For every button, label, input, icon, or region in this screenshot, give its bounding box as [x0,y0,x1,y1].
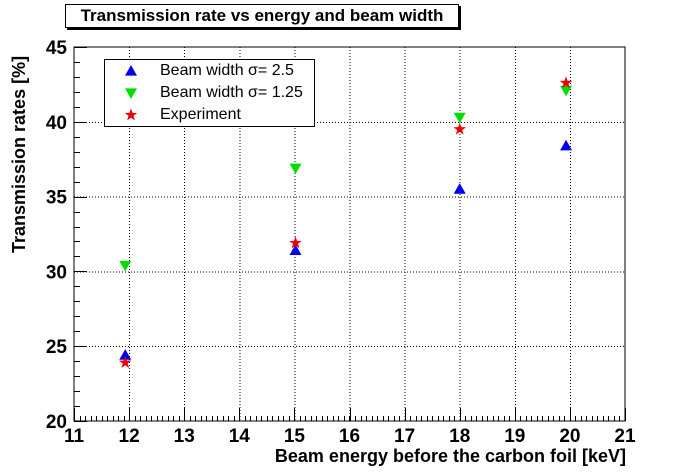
legend-marker-beam-width-1.25 [125,88,137,99]
legend-marker-beam-width-2.5 [125,65,137,76]
data-point-experiment [559,76,573,89]
x-tick-label: 15 [284,426,306,447]
x-tick-label: 16 [339,426,360,447]
x-axis-title: Beam energy before the carbon foil [keV] [274,446,626,466]
y-tick-label: 35 [46,188,68,209]
x-tick-label: 14 [229,426,251,447]
data-point-beam-width-2.5 [119,349,132,360]
legend-label: Experiment [160,105,241,123]
x-tick-label: 12 [119,426,140,447]
chart-title: Transmission rate vs energy and beam wid… [80,6,444,25]
x-tick-label: 21 [614,426,636,447]
data-point-beam-width-1.25 [119,260,132,272]
x-tick-label: 11 [64,426,85,447]
data-point-experiment [453,122,466,135]
y-tick-label: 45 [46,38,68,59]
y-tick-label: 20 [46,412,67,433]
data-point-experiment [118,356,132,368]
triangle-up-icon [123,63,139,79]
data-point-beam-width-1.25 [289,163,302,175]
x-tick-label: 17 [394,426,415,447]
data-point-beam-width-2.5 [560,139,573,151]
triangle-down-icon [123,85,139,101]
chart-title-box: Transmission rate vs energy and beam wid… [65,4,459,28]
y-tick-label: 40 [46,113,67,134]
legend-entry-experiment: Experiment [105,104,314,125]
y-tick-label: 25 [46,337,68,358]
data-point-beam-width-1.25 [453,112,466,124]
legend-box: Beam width σ= 2.5 Beam width σ= 1.25 Exp… [104,59,315,127]
legend-entry-beam-width-1.25: Beam width σ= 1.25 [105,83,314,104]
legend-entry-beam-width-2.5: Beam width σ= 2.5 [105,61,314,82]
data-point-beam-width-1.25 [560,85,573,97]
legend-label: Beam width σ= 1.25 [160,84,303,101]
x-tick-label: 13 [174,426,195,447]
y-tick-label: 30 [46,262,67,283]
star-icon [123,107,139,123]
x-tick-label: 20 [559,426,580,447]
x-tick-label: 18 [449,426,470,447]
legend-marker-experiment [124,108,138,121]
y-axis-title: Transmission rates [%] [9,55,29,253]
data-point-experiment [289,236,302,249]
data-point-beam-width-2.5 [289,244,302,256]
data-point-beam-width-2.5 [453,183,466,194]
legend-label: Beam width σ= 2.5 [160,62,294,80]
x-tick-label: 19 [504,426,525,447]
